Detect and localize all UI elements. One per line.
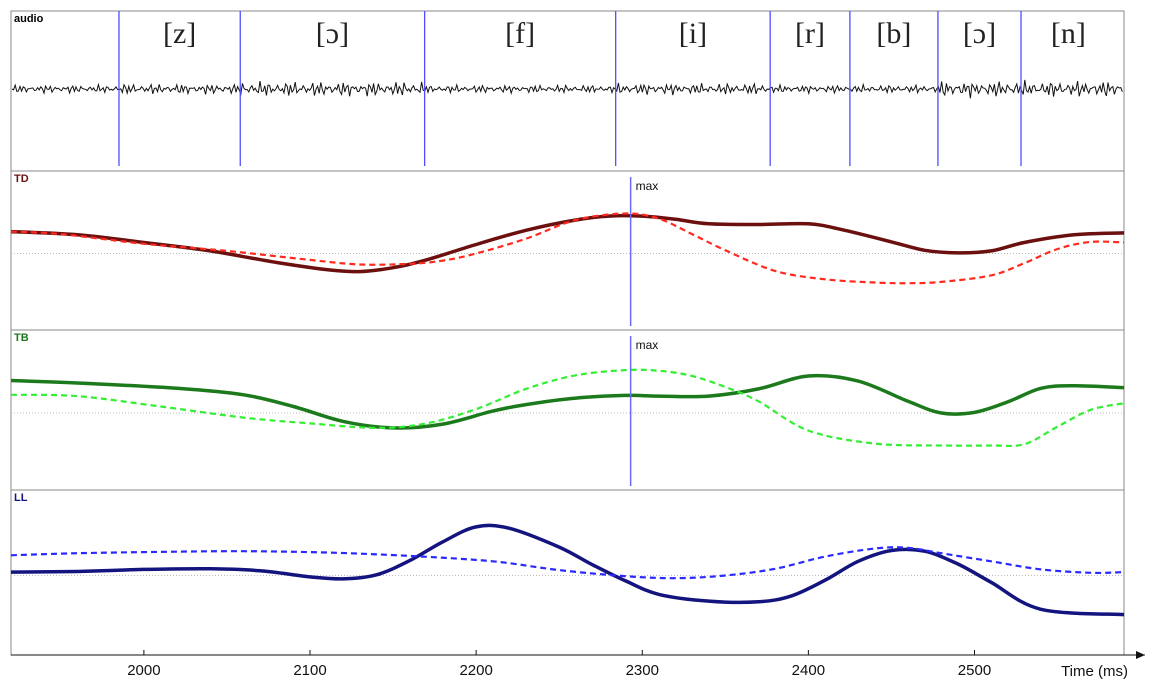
panel-label-td: TD xyxy=(14,173,29,185)
series-td-dashed xyxy=(10,212,1125,285)
phone-label: [n] xyxy=(1051,17,1086,50)
x-tick-label: 2400 xyxy=(792,662,825,679)
series-tb-solid xyxy=(10,373,1125,430)
panel-td: TD xyxy=(10,170,1125,331)
x-tick-label: 2300 xyxy=(626,662,659,679)
panels-layer: audio TD TB LL xyxy=(10,10,1125,656)
max-markers: max max xyxy=(629,177,659,486)
x-tick-label: 2500 xyxy=(958,662,991,679)
time-axis: 2000 2100 2200 2300 2400 2500 Time (ms) xyxy=(11,650,1145,680)
phone-label: [f] xyxy=(505,17,535,50)
max-marker-label-td: max xyxy=(636,179,659,193)
phone-label: [r] xyxy=(795,17,825,50)
phone-label: [z] xyxy=(163,17,196,50)
panel-tb: TB xyxy=(10,329,1125,491)
x-tick-label: 2000 xyxy=(127,662,160,679)
max-marker-label-tb: max xyxy=(636,338,659,352)
x-axis-arrow xyxy=(1136,651,1145,659)
panel-label-ll: LL xyxy=(14,492,28,504)
segment-boundaries: [z] [ɔ] [f] [i] [r] [b] [ɔ] [n] xyxy=(118,11,1086,166)
series-ll-dashed xyxy=(10,546,1125,580)
x-tick-label: 2200 xyxy=(459,662,492,679)
series-td-solid xyxy=(10,213,1125,274)
panel-ll: LL xyxy=(10,489,1125,656)
phone-label: [i] xyxy=(679,17,707,50)
series-tb-dashed xyxy=(10,368,1125,448)
panel-frame xyxy=(10,489,1125,656)
panel-frame xyxy=(10,170,1125,331)
panel-label-audio: audio xyxy=(14,13,44,25)
x-axis-title: Time (ms) xyxy=(1061,663,1128,680)
x-tick-label: 2100 xyxy=(293,662,326,679)
phone-label: [b] xyxy=(876,17,911,50)
panel-label-tb: TB xyxy=(14,332,29,344)
phone-label: [ɔ] xyxy=(963,17,996,50)
phone-label: [ɔ] xyxy=(316,17,349,50)
panel-frame xyxy=(10,329,1125,491)
